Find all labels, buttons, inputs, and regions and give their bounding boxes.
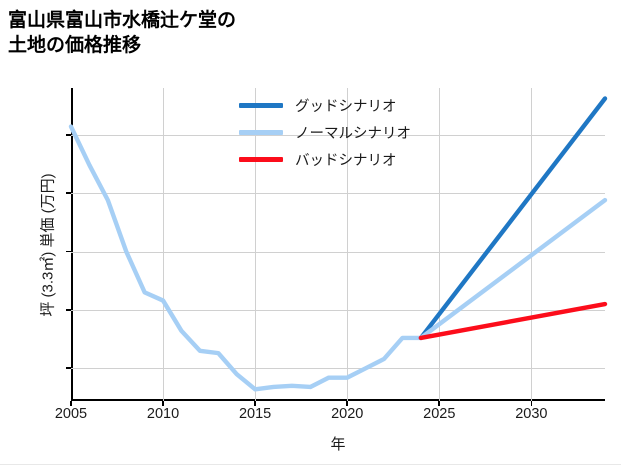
x-tick-mark [162,401,164,406]
legend-color-swatch [239,157,283,162]
legend-color-swatch [239,130,283,135]
gridline-x [531,88,533,401]
x-tick-mark [530,401,533,406]
gridline-x [347,88,349,401]
legend-item[interactable]: ノーマルシナリオ [239,119,469,146]
gridline-x [163,88,165,401]
x-axis-label: 年 [330,436,346,453]
gridline-y [71,368,605,370]
y-tick-mark [66,309,71,311]
gridline-y [71,193,605,195]
gridline-y [71,309,605,311]
x-tick-mark [254,401,256,406]
gridline-x [255,88,257,401]
x-tick-label: 2010 [146,406,180,422]
legend-color-swatch [239,103,283,108]
series-line [418,96,608,341]
x-tick-label: 2015 [238,406,272,422]
x-tick-mark [70,401,72,406]
plot-area: 7.58.08.59.09.5 200520102015202020252030… [40,88,608,453]
x-tick-label: 2020 [331,406,364,422]
series-line [68,124,424,392]
y-tick-mark [66,192,71,194]
x-tick-label: 2030 [515,406,548,422]
legend-item[interactable]: バッドシナリオ [239,146,469,173]
legend-label: ノーマルシナリオ [295,126,411,142]
chart-series-lines [68,96,608,392]
x-tick-label: 2005 [54,406,88,422]
x-tick-label: 2025 [423,406,456,422]
plot-axes-frame [71,88,605,401]
series-line [418,301,608,341]
x-tick-mark [438,401,441,406]
y-tick-mark [66,133,71,136]
gridline-x [439,88,441,401]
legend-label: バッドシナリオ [295,153,397,169]
y-axis-label: 坪 (3.3㎡) 単価 (万円) [39,172,57,317]
chart-title: 富山県富山市水橋辻ケ堂の 土地の価格推移 [8,10,237,57]
chart-legend: グッドシナリオ ノーマルシナリオ バッドシナリオ [239,92,469,173]
y-tick-mark [66,367,71,370]
legend-item[interactable]: グッドシナリオ [239,92,469,119]
series-line [418,197,608,341]
y-tick-mark [66,250,71,253]
x-tick-mark [346,401,348,406]
legend-label: グッドシナリオ [295,99,397,115]
gridline-y [71,251,605,253]
gridline-y [71,134,605,136]
